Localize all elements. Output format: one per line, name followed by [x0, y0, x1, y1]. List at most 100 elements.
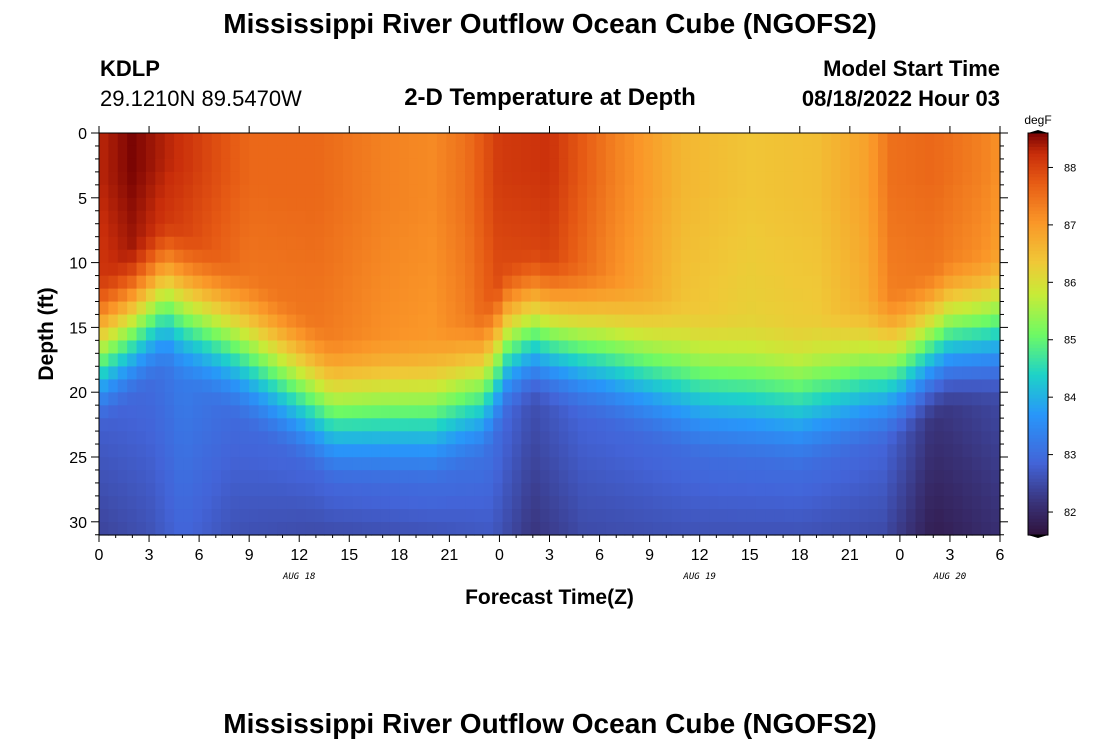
- heatmap-cell: [324, 457, 335, 471]
- heatmap-cell: [108, 223, 119, 238]
- heatmap-cell: [296, 314, 307, 329]
- heatmap-cell: [943, 444, 954, 458]
- heatmap-cell: [793, 327, 804, 342]
- heatmap-cell: [680, 133, 691, 147]
- heatmap-cell: [258, 288, 269, 303]
- heatmap-cell: [239, 366, 250, 380]
- heatmap-cell: [418, 262, 429, 277]
- heatmap-cell: [755, 314, 766, 329]
- heatmap-cell: [343, 418, 354, 432]
- heatmap-cell: [221, 522, 231, 536]
- heatmap-cell: [558, 145, 569, 160]
- heatmap-cell: [183, 522, 194, 536]
- heatmap-cell: [840, 392, 851, 406]
- heatmap-cell: [239, 223, 250, 238]
- heatmap-cell: [793, 405, 804, 419]
- heatmap-cell: [389, 314, 400, 329]
- heatmap-cell: [831, 171, 842, 186]
- heatmap-cell: [981, 470, 992, 484]
- model-start-label: Model Start Time: [823, 56, 1000, 81]
- heatmap-cell: [859, 470, 870, 484]
- colorbar-segment: [1028, 240, 1048, 245]
- heatmap-cell: [99, 301, 109, 316]
- heatmap-cell: [784, 223, 795, 238]
- heatmap-cell: [211, 262, 222, 277]
- heatmap-cell: [399, 353, 410, 368]
- heatmap-cell: [455, 133, 466, 147]
- heatmap-cell: [624, 496, 635, 510]
- heatmap-cell: [136, 301, 147, 316]
- heatmap-cell: [99, 262, 109, 277]
- heatmap-cell: [812, 444, 823, 458]
- heatmap-cell: [408, 184, 419, 199]
- heatmap-cell: [633, 314, 644, 329]
- heatmap-cell: [812, 457, 823, 471]
- heatmap-cell: [511, 418, 522, 432]
- heatmap-cell: [558, 301, 569, 316]
- heatmap-cell: [305, 392, 316, 406]
- heatmap-cell: [314, 470, 325, 484]
- heatmap-cell: [671, 340, 682, 355]
- heatmap-cell: [793, 392, 804, 406]
- heatmap-cell: [296, 301, 307, 316]
- heatmap-cell: [793, 223, 804, 238]
- heatmap-cell: [296, 392, 307, 406]
- heatmap-cell: [633, 522, 644, 536]
- heatmap-cell: [802, 210, 813, 225]
- heatmap-cell: [127, 522, 138, 536]
- heatmap-cell: [662, 249, 673, 264]
- heatmap-cell: [389, 444, 400, 458]
- heatmap-cell: [652, 158, 663, 173]
- heatmap-cell: [596, 457, 607, 471]
- heatmap-cell: [324, 301, 335, 316]
- heatmap-cell: [680, 496, 691, 510]
- heatmap-cell: [540, 288, 551, 303]
- heatmap-cell: [934, 340, 945, 355]
- heatmap-cell: [643, 496, 654, 510]
- heatmap-cell: [202, 340, 213, 355]
- heatmap-cell: [849, 418, 860, 432]
- heatmap-cell: [211, 301, 222, 316]
- heatmap-cell: [530, 301, 541, 316]
- heatmap-cell: [465, 197, 476, 212]
- heatmap-cell: [446, 405, 457, 419]
- heatmap-cell: [249, 158, 260, 173]
- heatmap-cell: [709, 470, 720, 484]
- heatmap-cell: [709, 431, 720, 445]
- heatmap-cell: [239, 145, 250, 160]
- heatmap-cell: [455, 522, 466, 536]
- heatmap-cell: [183, 418, 194, 432]
- heatmap-cell: [136, 431, 147, 445]
- heatmap-cell: [662, 262, 673, 277]
- heatmap-cell: [399, 431, 410, 445]
- heatmap-cell: [859, 275, 870, 290]
- heatmap-cell: [746, 275, 757, 290]
- heatmap-cell: [436, 457, 447, 471]
- heatmap-cell: [906, 145, 917, 160]
- heatmap-cell: [662, 392, 673, 406]
- colorbar-segment: [1028, 407, 1048, 412]
- heatmap-cell: [690, 522, 701, 536]
- heatmap-cell: [530, 405, 541, 419]
- heatmap-cell: [633, 405, 644, 419]
- heatmap-cell: [465, 249, 476, 264]
- heatmap-cell: [840, 509, 851, 523]
- heatmap-cell: [568, 431, 579, 445]
- heatmap-cell: [324, 145, 335, 160]
- heatmap-cell: [877, 223, 888, 238]
- heatmap-cell: [333, 509, 344, 523]
- heatmap-cell: [821, 379, 832, 393]
- colorbar-segment: [1028, 488, 1048, 493]
- x-tick-label: 21: [440, 547, 458, 564]
- heatmap-cell: [652, 457, 663, 471]
- heatmap-cell: [943, 133, 954, 147]
- heatmap-cell: [371, 184, 382, 199]
- heatmap-cell: [981, 457, 992, 471]
- heatmap-cell: [943, 145, 954, 160]
- heatmap-cell: [324, 483, 335, 497]
- heatmap-cell: [821, 145, 832, 160]
- heatmap-cell: [483, 496, 494, 510]
- heatmap-cell: [164, 223, 175, 238]
- colorbar-segment: [1028, 159, 1048, 164]
- heatmap-cell: [615, 184, 626, 199]
